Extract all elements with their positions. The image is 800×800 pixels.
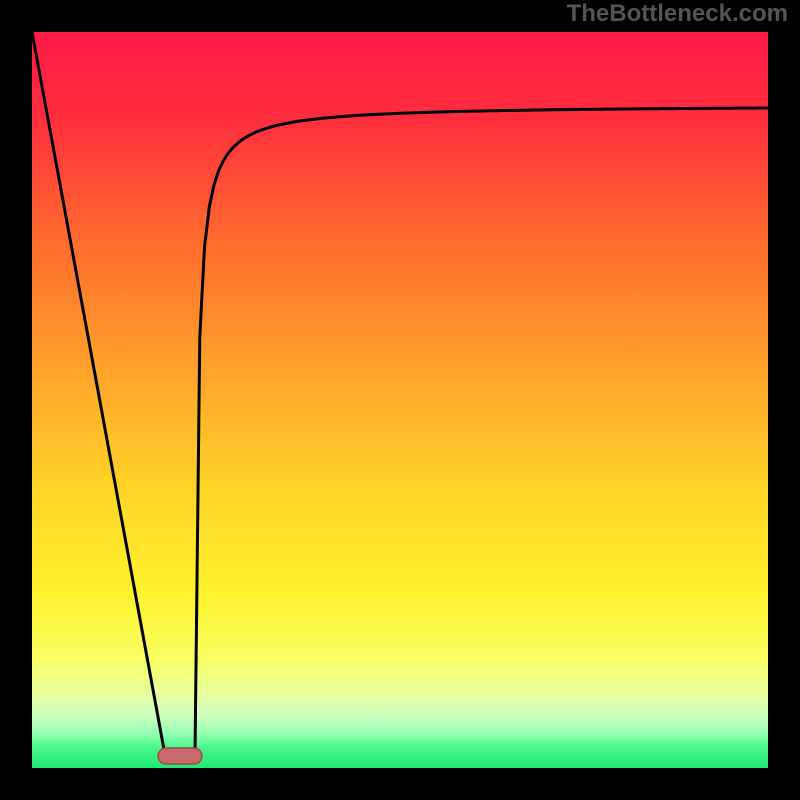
dip-marker xyxy=(158,748,202,764)
plot-background xyxy=(32,32,768,768)
watermark-text: TheBottleneck.com xyxy=(567,0,788,28)
bottleneck-chart xyxy=(0,0,800,800)
